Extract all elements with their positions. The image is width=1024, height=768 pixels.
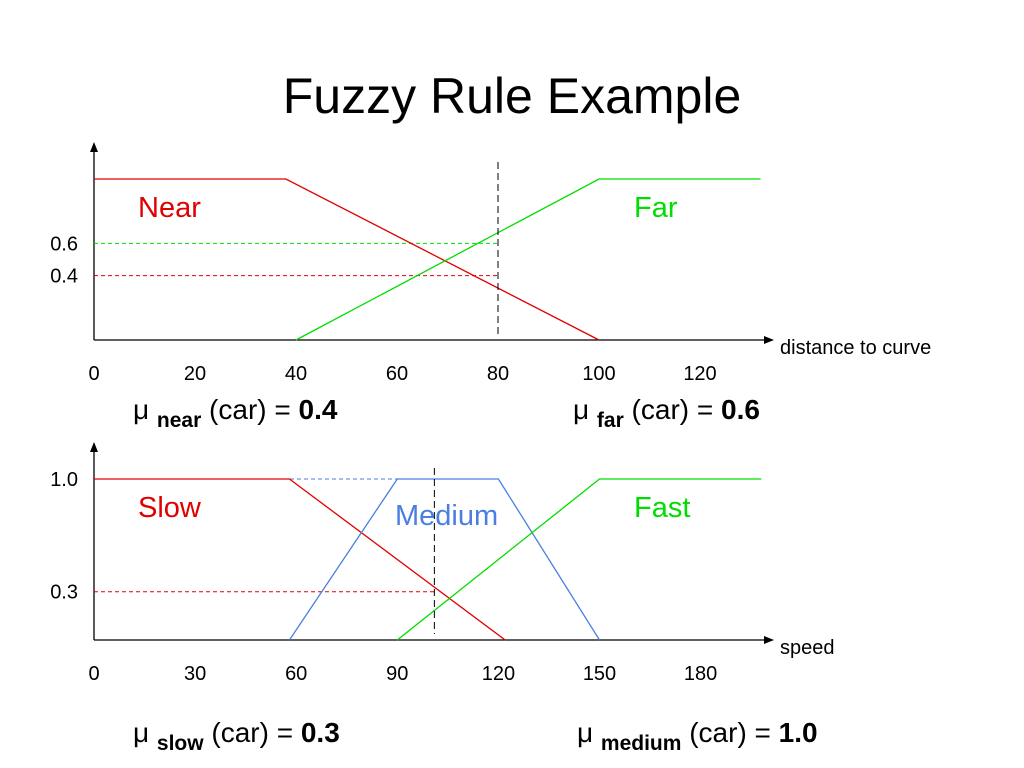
formula-argument: (car) = — [681, 717, 779, 748]
formula-value: 0.6 — [721, 394, 760, 425]
mu-subscript: near — [156, 409, 202, 432]
x-tick-label: 40 — [285, 363, 307, 385]
mu-slow-formula: μ slow (car) = 0.3 — [133, 716, 340, 755]
series-label-medium: Medium — [395, 500, 498, 532]
x-axis-arrow-icon — [764, 336, 774, 344]
formula-value: 1.0 — [778, 717, 818, 748]
series-label-fast: Fast — [634, 492, 690, 524]
mu-subscript: far — [596, 409, 624, 432]
x-tick-label: 120 — [683, 363, 716, 385]
mu-subscript: medium — [600, 732, 682, 755]
formula-argument: (car) = — [201, 394, 299, 425]
mu-symbol: μ — [577, 717, 594, 748]
x-tick-label: 0 — [88, 363, 99, 385]
x-axis-label: speed — [780, 637, 835, 659]
mu-far-formula: μ far (car) = 0.6 — [573, 393, 760, 432]
series-line-far — [295, 178, 761, 341]
y-axis-arrow-icon — [90, 142, 98, 152]
x-tick-label: 180 — [684, 663, 717, 685]
mu-subscript: slow — [156, 732, 204, 755]
x-tick-label: 90 — [386, 663, 408, 685]
x-tick-label: 60 — [386, 363, 408, 385]
mu-medium-formula: μ medium (car) = 1.0 — [577, 716, 818, 755]
x-tick-label: 0 — [88, 663, 99, 685]
slide-title: Fuzzy Rule Example — [282, 68, 742, 124]
y-tick-label: 0.6 — [50, 233, 78, 255]
y-tick-label: 1.0 — [50, 469, 78, 491]
series-label-near: Near — [138, 192, 201, 224]
series-label-slow: Slow — [138, 492, 202, 524]
x-tick-label: 120 — [482, 663, 515, 685]
y-axis-arrow-icon — [90, 442, 98, 452]
x-axis-arrow-icon — [764, 636, 774, 644]
distance-chart: distance to curve 0 20 40 60 80 100 120 0.6 0.4 Ne… — [50, 142, 931, 385]
series-line-near — [94, 178, 600, 341]
mu-symbol: μ — [133, 394, 150, 425]
x-tick-label: 20 — [184, 363, 206, 385]
formula-argument: (car) = — [203, 717, 301, 748]
y-tick-label: 0.3 — [50, 582, 78, 604]
formula-argument: (car) = — [623, 394, 722, 425]
speed-chart: speed 0 30 60 90 120 150 180 1.0 0.3 Slow Medium Fas… — [50, 442, 835, 685]
mu-symbol: μ — [573, 394, 590, 425]
x-tick-label: 150 — [583, 663, 616, 685]
formula-value: 0.4 — [298, 394, 338, 425]
mu-symbol: μ — [133, 717, 150, 748]
x-tick-label: 60 — [285, 663, 307, 685]
y-tick-label: 0.4 — [50, 266, 78, 288]
x-axis-label: distance to curve — [780, 337, 931, 359]
series-line-fast — [396, 478, 762, 641]
series-line-medium — [288, 478, 601, 641]
series-line-slow — [94, 478, 506, 641]
x-tick-label: 80 — [487, 363, 509, 385]
x-tick-label: 100 — [582, 363, 615, 385]
x-tick-label: 30 — [184, 663, 206, 685]
mu-near-formula: μ near (car) = 0.4 — [133, 393, 338, 432]
series-label-far: Far — [634, 192, 678, 224]
formula-value: 0.3 — [300, 717, 340, 748]
